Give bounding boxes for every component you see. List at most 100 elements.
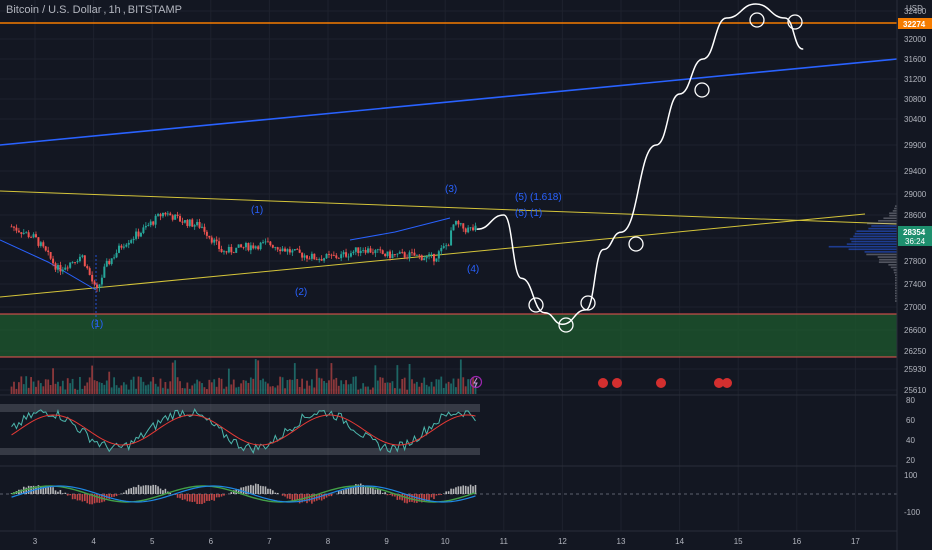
candle[interactable] [113, 257, 116, 259]
candle[interactable] [64, 267, 67, 270]
candle[interactable] [78, 256, 81, 262]
candle[interactable] [188, 219, 191, 226]
candle[interactable] [235, 247, 238, 253]
candle[interactable] [220, 248, 223, 253]
us-flag-icon[interactable] [714, 378, 724, 388]
candle[interactable] [306, 255, 309, 259]
candle[interactable] [469, 227, 472, 229]
candle[interactable] [108, 260, 111, 265]
candle[interactable] [271, 245, 274, 248]
candle[interactable] [240, 244, 243, 247]
candle[interactable] [462, 223, 465, 229]
candle[interactable] [384, 253, 387, 257]
candle[interactable] [54, 263, 57, 270]
candle[interactable] [396, 253, 399, 255]
candle[interactable] [69, 262, 72, 268]
us-flag-icon[interactable] [598, 378, 608, 388]
candle[interactable] [32, 234, 35, 238]
candle[interactable] [30, 237, 33, 238]
candle[interactable] [98, 284, 101, 288]
candle[interactable] [210, 237, 213, 243]
candle[interactable] [257, 246, 260, 250]
candle[interactable] [147, 225, 150, 226]
candle[interactable] [213, 239, 216, 243]
oscillator-pane[interactable] [0, 404, 480, 455]
candle[interactable] [115, 252, 118, 258]
candle[interactable] [393, 254, 396, 255]
candle[interactable] [286, 249, 289, 252]
candle[interactable] [310, 253, 313, 259]
candle[interactable] [222, 251, 225, 253]
candle[interactable] [447, 245, 450, 247]
candle[interactable] [315, 259, 318, 261]
candle[interactable] [139, 233, 142, 237]
candle[interactable] [440, 247, 443, 252]
candle[interactable] [450, 230, 453, 246]
candle[interactable] [110, 258, 113, 265]
candle[interactable] [176, 214, 179, 217]
candle[interactable] [27, 232, 30, 238]
candle[interactable] [457, 221, 460, 225]
candle[interactable] [442, 246, 445, 248]
candle[interactable] [318, 259, 321, 260]
candle[interactable] [284, 248, 287, 252]
candle[interactable] [218, 241, 221, 249]
candle[interactable] [464, 228, 467, 233]
candle[interactable] [354, 247, 357, 252]
candle[interactable] [364, 250, 367, 253]
candle[interactable] [359, 250, 362, 254]
candle[interactable] [66, 267, 69, 269]
candle[interactable] [83, 255, 86, 267]
candle[interactable] [135, 231, 138, 239]
candle[interactable] [420, 255, 423, 261]
candle[interactable] [237, 244, 240, 248]
candle[interactable] [103, 266, 106, 278]
candle[interactable] [327, 253, 330, 255]
candle[interactable] [357, 247, 360, 254]
candle[interactable] [454, 221, 457, 225]
candle[interactable] [196, 221, 199, 226]
candle[interactable] [432, 253, 435, 262]
candle[interactable] [445, 245, 448, 247]
candle[interactable] [166, 213, 169, 215]
candle[interactable] [301, 252, 304, 258]
candle[interactable] [276, 247, 279, 250]
candle[interactable] [367, 248, 370, 253]
candle[interactable] [389, 251, 392, 259]
candle[interactable] [49, 252, 52, 259]
candle[interactable] [215, 239, 218, 242]
candle[interactable] [369, 248, 372, 253]
candle[interactable] [408, 252, 411, 259]
candle[interactable] [25, 232, 28, 234]
candle[interactable] [254, 246, 257, 249]
candle[interactable] [169, 213, 172, 216]
alert-icon[interactable] [469, 375, 483, 389]
candle[interactable] [325, 253, 328, 259]
candle[interactable] [191, 219, 194, 227]
time-axis[interactable]: 3 4 5 6 7 8 9 10 11 12 13 14 15 16 17 [33, 537, 861, 546]
candle[interactable] [154, 215, 157, 225]
candle[interactable] [186, 220, 189, 226]
candle[interactable] [183, 220, 186, 223]
candle[interactable] [47, 250, 50, 253]
candle[interactable] [362, 250, 365, 251]
candle[interactable] [266, 241, 269, 243]
candle[interactable] [22, 232, 25, 234]
candle[interactable] [342, 252, 345, 255]
candle[interactable] [105, 260, 108, 267]
candle[interactable] [10, 226, 13, 228]
candle[interactable] [52, 258, 55, 264]
candle[interactable] [474, 225, 477, 231]
candle[interactable] [39, 242, 42, 246]
candle[interactable] [181, 221, 184, 223]
candle[interactable] [88, 268, 91, 275]
candle[interactable] [164, 212, 167, 215]
candle[interactable] [320, 259, 323, 261]
candle[interactable] [61, 269, 64, 272]
candle[interactable] [157, 214, 160, 216]
candle[interactable] [208, 235, 211, 238]
candle[interactable] [298, 249, 301, 253]
candle[interactable] [262, 241, 265, 243]
candle[interactable] [15, 227, 18, 231]
